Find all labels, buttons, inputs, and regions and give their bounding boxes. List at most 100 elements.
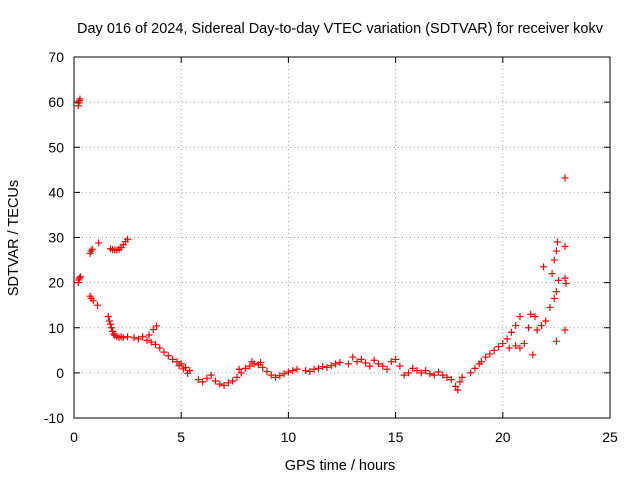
data-point [507,328,515,336]
data-point [130,334,138,342]
data-points [74,95,570,394]
data-point [267,371,275,379]
x-tick-label: 15 [388,429,404,445]
y-tick-label: -10 [44,410,64,426]
data-point [512,342,520,350]
axis-ticks [73,56,611,419]
data-point [323,363,331,371]
data-point [220,382,228,390]
data-point [105,317,113,325]
data-point [555,276,563,284]
data-point [224,379,232,387]
data-point [452,382,460,390]
data-point [396,362,404,370]
data-point [160,348,168,356]
data-point [357,355,365,363]
data-point [562,280,570,288]
data-point [248,358,256,366]
data-point [467,369,475,377]
data-point [486,350,494,358]
data-point [272,373,280,381]
data-point [477,358,485,366]
data-point [561,243,569,251]
data-point [212,377,220,385]
data-point [370,356,378,364]
data-point [531,312,539,320]
y-tick-label: 20 [48,275,64,291]
data-point [482,353,490,361]
data-point [319,363,327,371]
data-point [124,333,132,341]
data-point [310,365,318,373]
data-point [527,310,535,318]
data-point [306,368,314,376]
data-point [229,377,237,385]
data-point [139,333,147,341]
data-point [151,340,159,348]
data-point [89,297,97,305]
data-point [404,369,412,377]
x-tick-label: 25 [602,429,618,445]
data-point [344,360,352,368]
data-point [542,317,550,325]
x-tick-label: 20 [495,429,511,445]
data-point [237,369,245,377]
y-tick-label: 50 [48,139,64,155]
data-point [447,376,455,384]
data-point [149,326,157,334]
data-point [552,288,560,296]
data-point [289,367,297,375]
y-tick-labels: -10 0 10 20 30 40 50 60 70 [44,49,64,426]
data-point [400,371,408,379]
data-point [199,378,207,386]
data-point [550,256,558,264]
data-point [550,294,558,302]
data-point [561,326,569,334]
data-point [499,340,507,348]
data-point [379,362,387,370]
data-point [246,362,254,370]
data-point [257,358,265,366]
data-point [194,376,202,384]
data-point [537,321,545,329]
data-point [145,331,153,339]
data-point [516,312,524,320]
data-point [387,358,395,366]
data-point [552,247,560,255]
data-point [520,340,528,348]
x-axis-label: GPS time / hours [285,458,395,474]
data-point [561,274,569,282]
x-tick-label: 10 [281,429,297,445]
data-point [374,360,382,368]
data-point [124,235,132,243]
data-point [242,364,250,372]
data-point [327,362,335,370]
data-point [94,301,102,309]
data-point [104,312,112,320]
data-point [284,368,292,376]
data-point [276,372,284,380]
data-point [203,374,211,382]
data-point [422,367,430,375]
data-point [434,368,442,376]
data-point [366,362,374,370]
y-tick-label: 70 [48,49,64,65]
x-tick-label: 0 [70,429,78,445]
data-point [302,367,310,375]
data-point [119,334,127,342]
data-point [95,239,103,247]
data-point [134,335,142,343]
data-point [430,371,438,379]
data-point [553,238,561,246]
y-tick-label: 30 [48,230,64,246]
chart-title: Day 016 of 2024, Sidereal Day-to-day VTE… [77,21,604,37]
data-point [516,344,524,352]
data-point [490,346,498,354]
data-point [216,380,224,388]
data-point [439,371,447,379]
data-point [293,365,301,373]
data-point [184,369,192,377]
data-point [173,358,181,366]
